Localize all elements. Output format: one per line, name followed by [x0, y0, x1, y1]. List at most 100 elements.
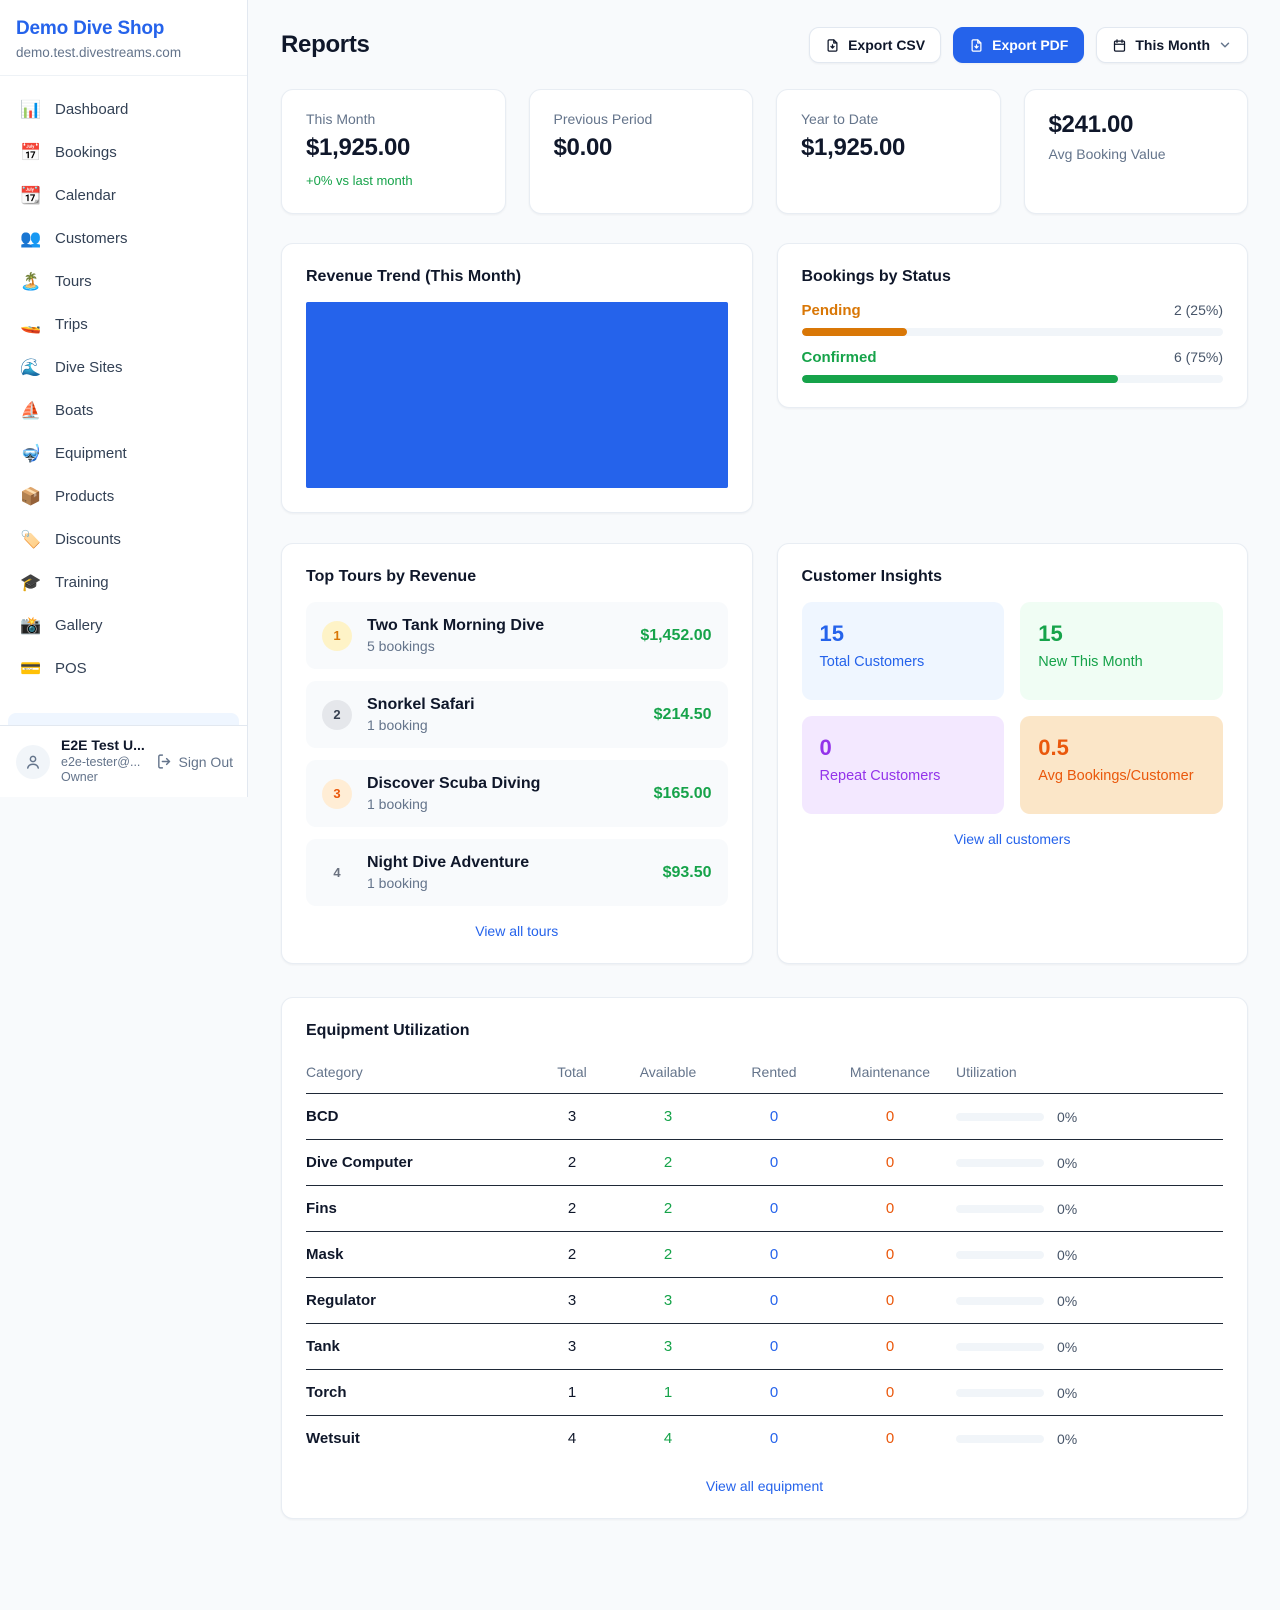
sidebar-item-equipment[interactable]: 🤿 Equipment — [8, 432, 239, 475]
tour-name: Snorkel Safari — [367, 696, 475, 713]
sidebar-item-customers[interactable]: 👥 Customers — [8, 217, 239, 260]
utilization-bar — [956, 1296, 1044, 1305]
gallery-icon: 📸 — [20, 615, 42, 635]
equipment-col-utilization: Utilization — [956, 1064, 1017, 1080]
tour-revenue: $1,452.00 — [640, 626, 712, 644]
top-tours-title: Top Tours by Revenue — [306, 568, 477, 585]
equipment-utilization: 0% — [956, 1155, 1223, 1171]
status-row-head: Confirmed 6 (75%) — [802, 349, 1224, 366]
chevron-down-icon — [1220, 42, 1230, 48]
utilization-percent: 0% — [1057, 1246, 1078, 1263]
user-role: Owner — [61, 770, 98, 785]
sidebar-item-reports-active[interactable] — [8, 713, 239, 726]
sidebar-item-label: POS — [55, 660, 87, 677]
products-icon: 📦 — [20, 486, 42, 506]
user-info: E2E Test U... e2e-tester@... Owner — [61, 737, 145, 786]
export-pdf-button[interactable]: Export PDF — [953, 27, 1085, 63]
tour-bookings-count: 1 booking — [367, 717, 428, 733]
equipment-available: 4 — [663, 1430, 673, 1447]
equipment-available: 3 — [663, 1108, 673, 1125]
stat-label: Year to Date — [801, 111, 879, 127]
sidebar-item-products[interactable]: 📦 Products — [8, 475, 239, 518]
insight-tile-total-customers: 15 Total Customers — [801, 602, 1005, 700]
status-progress-fill — [801, 328, 907, 336]
insights-row: Top Tours by Revenue 1 Two Tank Morning D… — [281, 543, 1248, 964]
tour-revenue: $214.50 — [653, 705, 712, 723]
sidebar-item-trips[interactable]: 🚤 Trips — [8, 303, 239, 346]
view-all-equipment-link[interactable]: View all equipment — [306, 1478, 1223, 1494]
equipment-category: Dive Computer — [306, 1154, 413, 1171]
equipment-available: 1 — [663, 1384, 673, 1401]
charts-row: Revenue Trend (This Month) Bookings by S… — [281, 243, 1248, 513]
sidebar-item-label: Trips — [55, 316, 88, 333]
sidebar-item-calendar[interactable]: 📆 Calendar — [8, 174, 239, 217]
status-row-pending: Pending 2 (25%) — [801, 302, 1223, 336]
file-download-icon — [971, 38, 982, 52]
insight-label: New This Month — [1038, 654, 1143, 670]
sidebar-item-training[interactable]: 🎓 Training — [8, 561, 239, 604]
insight-value: 15 — [1038, 621, 1063, 646]
tours-icon: 🏝️ — [20, 271, 42, 291]
sidebar: Demo Dive Shop demo.test.divestreams.com… — [0, 0, 248, 797]
utilization-percent: 0% — [1057, 1292, 1078, 1309]
utilization-bar — [956, 1434, 1044, 1443]
equipment-col-total: Total — [557, 1064, 587, 1080]
period-dropdown[interactable]: This Month — [1096, 27, 1248, 63]
stat-label: This Month — [306, 111, 376, 127]
equipment-total: 1 — [567, 1384, 577, 1401]
equipment-table-header: Category Total Available Rented Maintenance U… — [306, 1058, 1223, 1094]
tour-revenue: $93.50 — [662, 863, 712, 881]
sidebar-item-gallery[interactable]: 📸 Gallery — [8, 604, 239, 647]
utilization-percent: 0% — [1057, 1338, 1078, 1355]
export-pdf-label: Export PDF — [992, 37, 1069, 53]
period-label: This Month — [1135, 37, 1210, 53]
equipment-icon: 🤿 — [20, 443, 42, 463]
insight-label: Repeat Customers — [819, 768, 941, 784]
equipment-row: Mask 2 2 0 0 0% — [306, 1232, 1223, 1278]
equipment-maintenance: 0 — [885, 1246, 895, 1263]
equipment-category: Mask — [306, 1246, 344, 1263]
tour-rank-badge: 2 — [322, 699, 352, 730]
equipment-category: BCD — [306, 1108, 339, 1125]
view-all-tours-link[interactable]: View all tours — [306, 923, 728, 939]
sidebar-item-label: Customers — [55, 230, 128, 247]
main-content: Reports Export CSV Export PDF This Month… — [248, 0, 1280, 1559]
equipment-col-category: Category — [306, 1064, 363, 1080]
discounts-icon: 🏷️ — [20, 529, 42, 549]
tour-name: Two Tank Morning Dive — [367, 617, 545, 634]
sidebar-item-pos[interactable]: 💳 POS — [8, 647, 239, 690]
sign-out-button[interactable]: Sign Out — [156, 753, 233, 770]
view-all-customers-link[interactable]: View all customers — [802, 831, 1224, 847]
export-csv-label: Export CSV — [848, 37, 926, 53]
utilization-percent: 0% — [1057, 1384, 1078, 1401]
equipment-total: 3 — [567, 1338, 577, 1355]
sidebar-item-tours[interactable]: 🏝️ Tours — [8, 260, 239, 303]
sidebar-item-dive-sites[interactable]: 🌊 Dive Sites — [8, 346, 239, 389]
sidebar-item-discounts[interactable]: 🏷️ Discounts — [8, 518, 239, 561]
shop-name: Demo Dive Shop — [16, 18, 165, 39]
sidebar-item-bookings[interactable]: 📅 Bookings — [8, 131, 239, 174]
dashboard-icon: 📊 — [20, 99, 42, 119]
equipment-rented: 0 — [769, 1246, 779, 1263]
customer-insights-card: Customer Insights 15 Total Customers 15 New… — [776, 543, 1248, 964]
equipment-total: 2 — [567, 1246, 577, 1263]
sign-out-label: Sign Out — [178, 753, 233, 770]
tour-name: Night Dive Adventure — [367, 854, 530, 871]
equipment-maintenance: 0 — [885, 1108, 895, 1125]
file-download-icon — [827, 38, 838, 52]
stats-row: This Month $1,925.00 +0% vs last month Prev… — [281, 89, 1248, 214]
status-progress-fill — [801, 375, 1118, 383]
equipment-maintenance: 0 — [885, 1154, 895, 1171]
equipment-utilization: 0% — [956, 1293, 1223, 1309]
sidebar-item-label: Training — [55, 574, 109, 591]
tour-row: 4 Night Dive Adventure 1 booking $93.50 — [306, 839, 728, 906]
sidebar-item-dashboard[interactable]: 📊 Dashboard — [8, 88, 239, 131]
equipment-rented: 0 — [769, 1292, 779, 1309]
stat-delta: +0% vs last month — [306, 173, 413, 188]
tour-row: 3 Discover Scuba Diving 1 booking $165.00 — [306, 760, 728, 827]
insight-label: Avg Bookings/Customer — [1038, 768, 1194, 784]
status-row-confirmed: Confirmed 6 (75%) — [801, 349, 1224, 383]
sidebar-item-boats[interactable]: ⛵ Boats — [8, 389, 239, 432]
training-icon: 🎓 — [20, 572, 42, 592]
export-csv-button[interactable]: Export CSV — [809, 27, 942, 63]
